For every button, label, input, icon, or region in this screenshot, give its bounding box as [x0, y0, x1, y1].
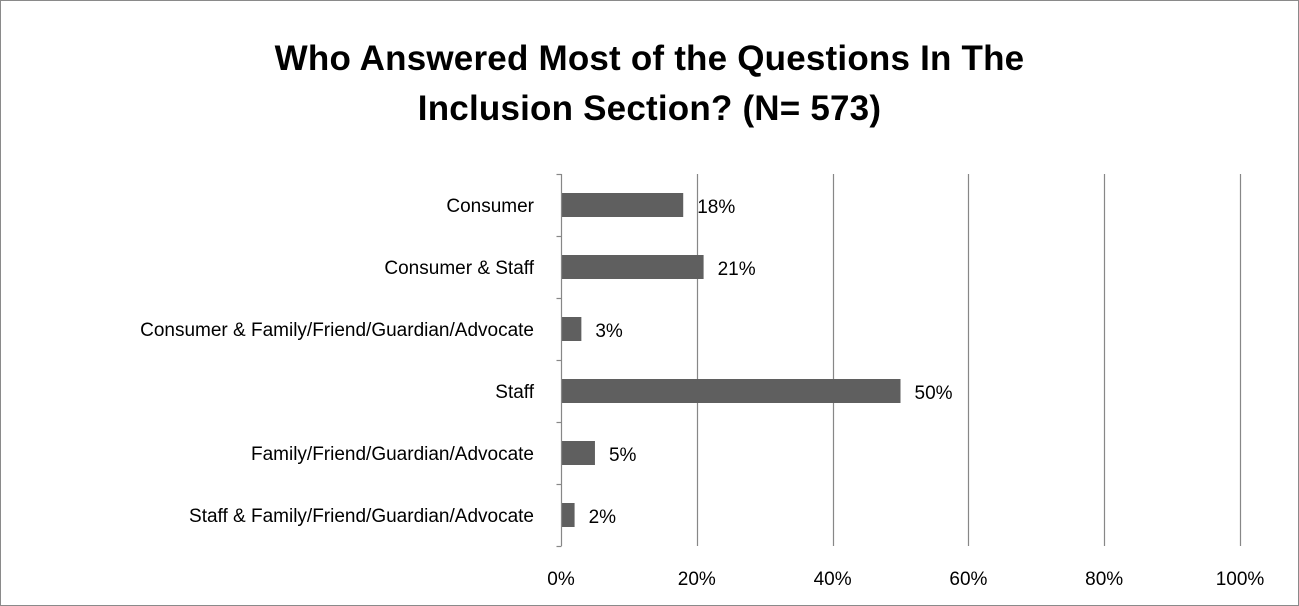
bar-2	[562, 317, 582, 341]
axes	[556, 173, 563, 548]
bar-5	[562, 503, 575, 527]
chart-title-line-1: Who Answered Most of the Questions In Th…	[274, 39, 1025, 78]
data-label-3: 50%	[915, 383, 953, 404]
x-tick-label-40: 40%	[814, 569, 852, 590]
labels: 18% Consumer 21% Consumer & Staff 3% Consumer…	[140, 196, 1264, 590]
bar-3	[562, 379, 901, 403]
x-tick-label-20: 20%	[678, 569, 716, 590]
category-label-1: Consumer & Staff	[384, 258, 534, 279]
data-label-0: 18%	[697, 197, 735, 218]
bar-1	[562, 255, 704, 279]
x-tick-label-60: 60%	[949, 569, 987, 590]
category-label-2: Consumer & Family/Friend/Guardian/Advoca…	[140, 320, 534, 341]
data-label-2: 3%	[595, 321, 623, 342]
data-label-4: 5%	[609, 445, 637, 466]
chart-title: Who Answered Most of the Questions In Th…	[0, 34, 1299, 134]
category-label-3: Staff	[495, 382, 534, 403]
data-label-1: 21%	[718, 259, 756, 280]
x-tick-label-80: 80%	[1085, 569, 1123, 590]
category-label-5: Staff & Family/Friend/Guardian/Advocate	[189, 506, 534, 527]
bar-4	[562, 441, 595, 465]
chart-title-line-2: Inclusion Section? (N= 573)	[417, 89, 882, 128]
category-label-0: Consumer	[446, 196, 534, 217]
x-tick-label-100: 100%	[1216, 569, 1265, 590]
data-label-5: 2%	[589, 507, 617, 528]
category-label-4: Family/Friend/Guardian/Advocate	[251, 444, 534, 465]
bars	[562, 193, 901, 527]
x-tick-label-0: 0%	[547, 569, 575, 590]
bar-0	[562, 193, 684, 217]
gridlines	[696, 174, 1242, 546]
